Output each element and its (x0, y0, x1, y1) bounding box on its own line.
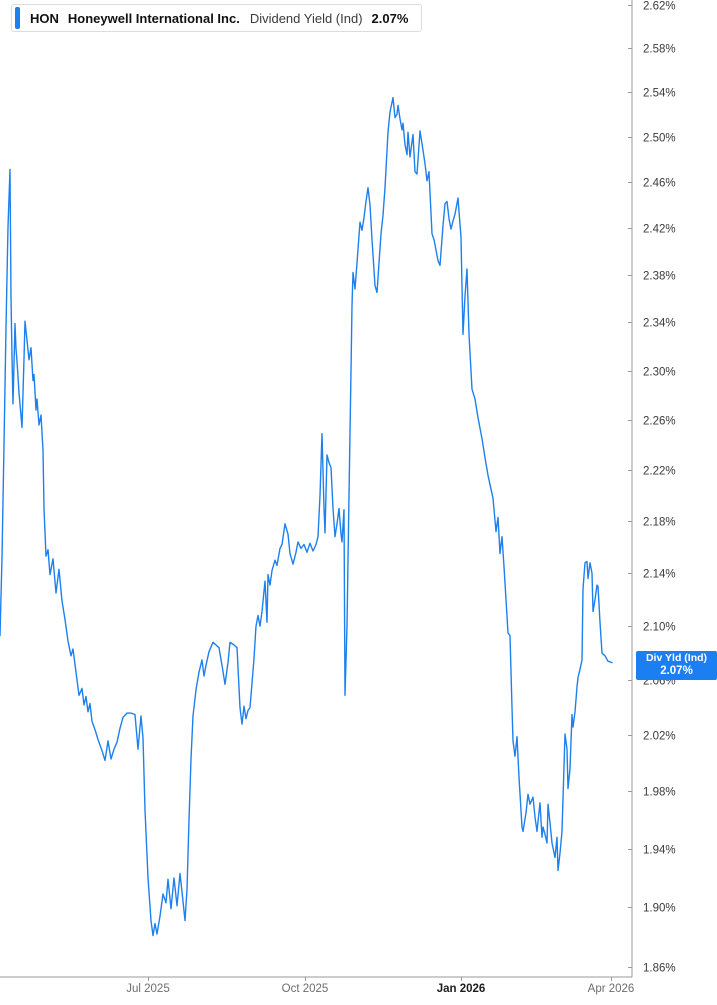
company-name: Honeywell International Inc. (67, 10, 240, 26)
y-axis-tick-label: 2.50% (643, 133, 676, 145)
y-axis-tick-label: 2.10% (643, 622, 676, 634)
x-axis-tick-label: Oct 2025 (282, 983, 329, 995)
x-axis-tick-label: Jul 2025 (126, 983, 169, 995)
y-axis-tick-label: 2.34% (643, 318, 676, 330)
metric-name: Dividend Yield (Ind) (249, 10, 363, 26)
yield-line (0, 96, 613, 937)
y-axis-tick-label: 2.30% (643, 367, 676, 379)
badge-metric-label: Div Yld (Ind) (645, 651, 708, 664)
instrument-header-chip: HON Honeywell International Inc. Dividen… (11, 4, 423, 32)
y-axis-tick-label: 2.14% (643, 569, 676, 581)
y-axis-tick-label: 1.98% (643, 787, 676, 799)
y-axis-tick-label: 2.22% (643, 466, 676, 478)
y-axis-tick-label: 2.54% (643, 88, 676, 100)
header-accent-bar (15, 7, 20, 29)
y-axis-tick-label: 2.42% (643, 224, 676, 236)
y-axis-tick-label: 2.46% (643, 178, 676, 190)
y-axis-tick-label: 2.18% (643, 517, 676, 529)
badge-metric-value: 2.07% (660, 664, 693, 677)
y-axis-tick-label: 2.26% (643, 416, 676, 428)
y-axis-tick-label: 1.86% (643, 963, 676, 975)
x-axis-tick-label: Jan 2026 (437, 983, 486, 995)
y-axis-tick-label: 2.02% (643, 731, 676, 743)
y-axis-tick-label: 2.62% (643, 1, 676, 13)
last-value-axis-badge: Div Yld (Ind) 2.07% (636, 650, 717, 680)
ticker-symbol: HON (30, 10, 59, 26)
x-axis-tick-label: Apr 2026 (588, 983, 635, 995)
metric-current-value: 2.07% (371, 10, 409, 26)
y-axis-tick-label: 1.90% (643, 903, 676, 915)
y-axis-tick-label: 2.38% (643, 271, 676, 283)
y-axis-tick-label: 2.58% (643, 44, 676, 56)
y-axis-tick-label: 1.94% (643, 845, 676, 857)
